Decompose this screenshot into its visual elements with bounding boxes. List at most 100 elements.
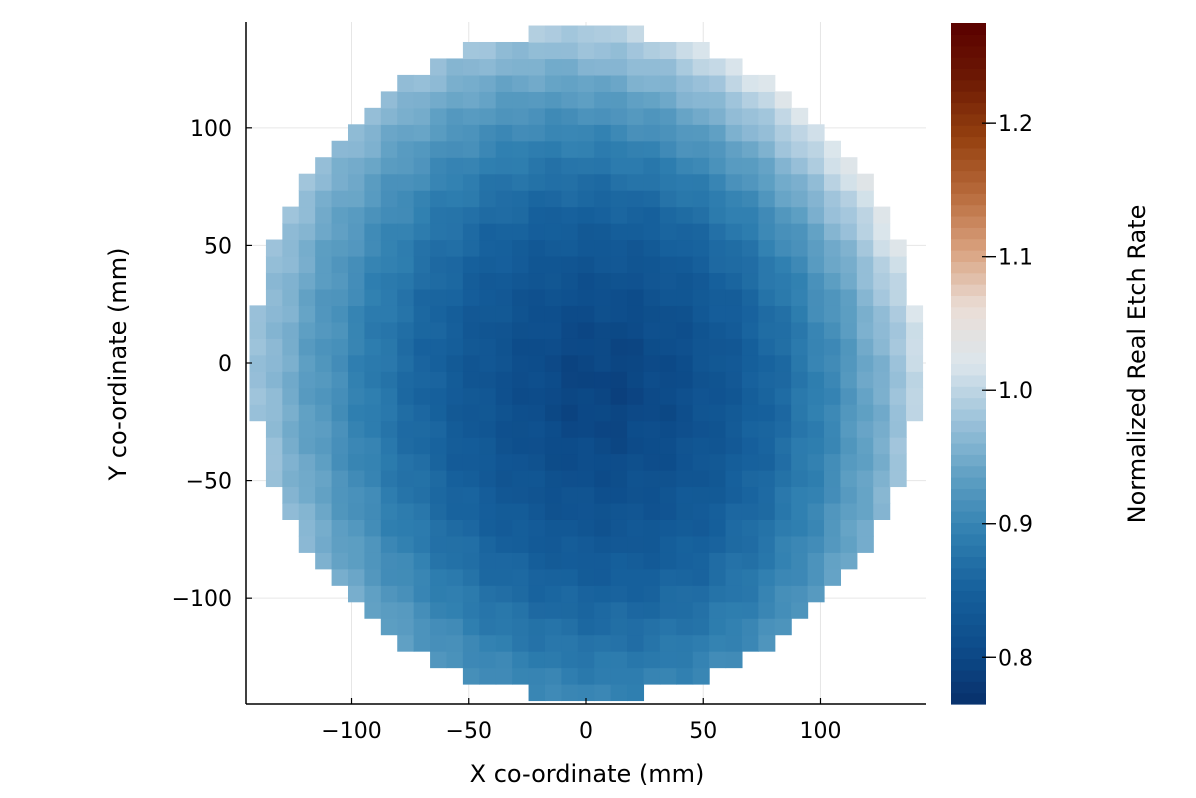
heatmap-cell xyxy=(627,684,645,702)
heatmap-cell xyxy=(840,321,858,339)
heatmap-cell xyxy=(840,256,858,274)
heatmap-cell xyxy=(643,288,661,306)
heatmap-cell xyxy=(791,354,809,372)
heatmap-cell xyxy=(873,420,891,438)
heatmap-cell xyxy=(348,470,366,488)
heatmap-cell xyxy=(544,74,562,92)
heatmap-cell xyxy=(791,404,809,422)
heatmap-cell xyxy=(512,371,530,389)
heatmap-cell xyxy=(692,585,710,603)
heatmap-cell xyxy=(348,223,366,241)
heatmap-cell xyxy=(282,256,300,274)
heatmap-cell xyxy=(692,634,710,652)
heatmap-cell xyxy=(430,404,448,422)
heatmap-cell xyxy=(676,420,694,438)
colorbar-segment xyxy=(951,170,986,183)
heatmap-cell xyxy=(840,453,858,471)
heatmap-cell xyxy=(512,634,530,652)
heatmap-cell xyxy=(840,354,858,372)
heatmap-cell xyxy=(725,107,743,125)
heatmap-cell xyxy=(462,58,480,76)
heatmap-cell xyxy=(577,107,595,125)
heatmap-cell xyxy=(380,305,398,323)
heatmap-cell xyxy=(380,387,398,405)
heatmap-cell xyxy=(462,41,480,60)
heatmap-cell xyxy=(446,486,464,504)
heatmap-cell xyxy=(610,124,628,142)
heatmap-cell xyxy=(676,404,694,422)
heatmap-cell xyxy=(528,256,546,274)
y-tick-label: −50 xyxy=(186,470,232,495)
heatmap-cell xyxy=(446,437,464,455)
heatmap-cell xyxy=(659,552,677,570)
heatmap-cell xyxy=(692,58,710,76)
heatmap-cell xyxy=(413,519,431,537)
colorbar-segment xyxy=(951,227,986,240)
heatmap-cell xyxy=(741,502,759,520)
heatmap-cell xyxy=(627,272,645,290)
heatmap-cell xyxy=(528,321,546,339)
heatmap-cell xyxy=(627,190,645,208)
heatmap-cell xyxy=(692,519,710,537)
heatmap-cell xyxy=(791,206,809,224)
heatmap-cell xyxy=(577,618,595,636)
colorbar-segment xyxy=(951,352,986,365)
heatmap-cell xyxy=(627,618,645,636)
heatmap-cell xyxy=(512,387,530,405)
heatmap-cell xyxy=(282,387,300,405)
heatmap-cell xyxy=(594,634,612,652)
heatmap-cell xyxy=(561,585,579,603)
y-ticks: −100 −50 0 50 100 xyxy=(172,117,252,612)
heatmap-cell xyxy=(561,404,579,422)
heatmap-cell xyxy=(512,535,530,553)
heatmap-cell xyxy=(676,223,694,241)
heatmap-cell xyxy=(282,206,300,224)
heatmap-cell xyxy=(676,206,694,224)
heatmap-cell xyxy=(462,502,480,520)
colorbar-segment xyxy=(951,250,986,262)
heatmap-cell xyxy=(348,239,366,257)
heatmap-cell xyxy=(413,552,431,570)
heatmap-cell xyxy=(643,41,661,60)
heatmap-cell xyxy=(741,190,759,208)
heatmap-cell xyxy=(725,568,743,586)
heatmap-cell xyxy=(413,437,431,455)
heatmap-cell xyxy=(512,519,530,537)
heatmap-cell xyxy=(692,206,710,224)
heatmap-cell xyxy=(906,404,924,422)
heatmap-cell xyxy=(380,338,398,356)
heatmap-cell xyxy=(741,535,759,553)
heatmap-cell xyxy=(577,354,595,372)
heatmap-cell xyxy=(692,568,710,586)
heatmap-cell xyxy=(577,41,595,60)
heatmap-cell xyxy=(725,256,743,274)
heatmap-cell xyxy=(561,124,579,142)
heatmap-cell xyxy=(824,206,842,224)
heatmap-cell xyxy=(512,91,530,109)
heatmap-cell xyxy=(692,420,710,438)
colorbar-segment xyxy=(951,613,986,626)
heatmap-cell xyxy=(495,387,513,405)
heatmap-cell xyxy=(594,58,612,76)
heatmap-cell xyxy=(479,206,497,224)
heatmap-cell xyxy=(364,552,382,570)
heatmap-cell xyxy=(873,206,891,224)
heatmap-cell xyxy=(348,272,366,290)
heatmap-cell xyxy=(791,420,809,438)
heatmap-cell xyxy=(758,634,776,652)
heatmap-cell xyxy=(462,74,480,92)
heatmap-cell xyxy=(577,502,595,520)
heatmap-cell xyxy=(479,354,497,372)
heatmap-cell xyxy=(544,107,562,125)
colorbar-segment xyxy=(951,669,986,682)
heatmap-cell xyxy=(561,223,579,241)
heatmap-cell xyxy=(265,420,283,438)
heatmap-cell xyxy=(692,667,710,685)
heatmap-cell xyxy=(331,338,349,356)
heatmap-cell xyxy=(462,387,480,405)
heatmap-cell xyxy=(906,371,924,389)
heatmap-cell xyxy=(643,321,661,339)
heatmap-cell xyxy=(380,140,398,158)
heatmap-cell xyxy=(659,404,677,422)
heatmap-cell xyxy=(659,74,677,92)
